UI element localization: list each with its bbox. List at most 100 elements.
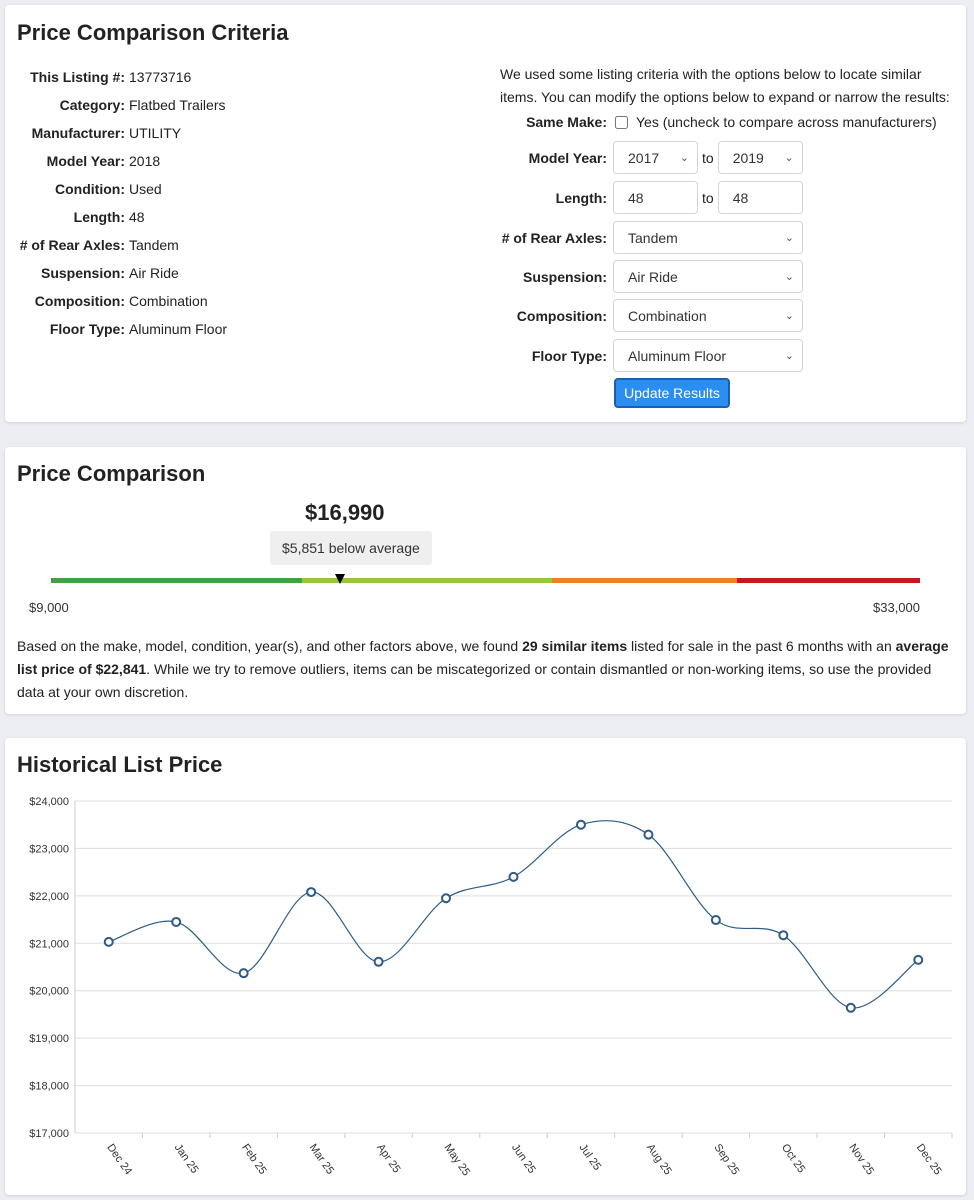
y-tick-label: $18,000 [29, 1081, 69, 1093]
price-marker-icon [335, 574, 346, 584]
y-tick-label: $17,000 [29, 1128, 69, 1140]
x-tick-label: Dec 25 [914, 1142, 944, 1177]
chevron-down-icon: ⌄ [784, 152, 794, 164]
length-from-value: 48 [628, 189, 644, 206]
detail-row: Composition: Combination [5, 287, 485, 315]
chevron-down-icon: ⌄ [784, 271, 794, 283]
criteria-panel: Price Comparison Criteria This Listing #… [5, 5, 966, 422]
detail-row: This Listing #: 13773716 [5, 63, 485, 91]
range-min: $9,000 [29, 600, 69, 615]
chevron-down-icon: ⌄ [784, 350, 794, 362]
detail-value: Aluminum Floor [129, 321, 228, 337]
detail-label: Length: [73, 209, 125, 225]
comparison-title: Price Comparison [17, 461, 206, 486]
data-point [778, 930, 789, 941]
detail-row: Manufacturer: UTILITY [5, 119, 485, 147]
data-point [441, 893, 452, 904]
average-price: average list price of $22,841 [17, 638, 949, 677]
data-point [845, 1002, 856, 1013]
data-point [171, 916, 182, 927]
update-results-button[interactable]: Update Results [614, 378, 730, 408]
price-comparison-panel: Price Comparison $16,990 $5,851 below av… [5, 447, 966, 714]
data-point [373, 956, 384, 967]
axles-select[interactable]: Tandem ⌄ [613, 221, 803, 254]
data-point [306, 887, 317, 898]
detail-value: 48 [129, 209, 145, 225]
x-tick-label: Nov 25 [846, 1142, 876, 1177]
year-to-select[interactable]: 2019 ⌄ [717, 141, 803, 174]
chevron-down-icon: ⌄ [784, 232, 794, 244]
model-year-label: Model Year: [528, 149, 607, 166]
detail-label: Model Year: [46, 153, 125, 169]
criteria-intro: We used some listing criteria with the o… [500, 66, 950, 105]
length-label: Length: [555, 189, 607, 206]
detail-value: UTILITY [129, 125, 182, 141]
to-label: to [702, 149, 714, 166]
detail-value: 13773716 [129, 69, 192, 85]
detail-row: Length: 48 [5, 203, 485, 231]
summary-text: . While we try to remove outliers, items… [17, 661, 932, 700]
year-from-value: 2017 [628, 149, 660, 166]
below-average-badge: $5,851 below average [270, 531, 432, 565]
summary-text: Based on the make, model, condition, yea… [17, 638, 523, 654]
detail-label: This Listing #: [30, 69, 125, 85]
data-point [508, 871, 519, 882]
chevron-down-icon: ⌄ [679, 152, 689, 164]
x-tick-label: Aug 25 [644, 1142, 674, 1177]
suspension-value: Air Ride [628, 268, 678, 285]
criteria-title: Price Comparison Criteria [17, 20, 289, 45]
range-segment-0 [51, 578, 302, 583]
detail-value: Used [129, 181, 162, 197]
detail-row: # of Rear Axles: Tandem [5, 231, 485, 259]
same-make-checkbox[interactable] [615, 115, 628, 129]
composition-select[interactable]: Combination ⌄ [613, 299, 803, 332]
floor-label: Floor Type: [531, 347, 607, 364]
detail-label: Category: [59, 97, 125, 113]
y-tick-label: $21,000 [29, 938, 69, 950]
detail-row: Condition: Used [5, 175, 485, 203]
summary-text: listed for sale in the past 6 months wit… [627, 638, 896, 654]
data-point [643, 829, 654, 840]
axles-value: Tandem [628, 229, 678, 246]
similar-items-count: 29 similar items [522, 638, 628, 654]
y-tick-label: $19,000 [29, 1033, 69, 1045]
data-point [710, 915, 721, 926]
x-tick-label: Sep 25 [711, 1142, 741, 1177]
x-tick-label: Oct 25 [779, 1142, 807, 1175]
same-make-text: Yes (uncheck to compare across manufactu… [636, 114, 937, 130]
detail-row: Category: Flatbed Trailers [5, 91, 485, 119]
axles-label: # of Rear Axles: [501, 229, 607, 246]
data-point [238, 968, 249, 979]
suspension-select[interactable]: Air Ride ⌄ [613, 260, 803, 293]
chevron-down-icon: ⌄ [784, 310, 794, 322]
detail-value: Tandem [129, 237, 179, 253]
same-make-label: Same Make: [526, 114, 607, 130]
x-tick-label: Jul 25 [577, 1142, 604, 1173]
length-to-value: 48 [732, 189, 749, 206]
x-tick-label: Apr 25 [374, 1142, 402, 1175]
history-chart: $17,000 $18,000 $19,000 $20,000 $21,000 $22,0… [29, 796, 953, 1178]
listing-price: $16,990 [305, 500, 385, 525]
x-tick-label: Jun 25 [509, 1142, 538, 1176]
detail-label: Suspension: [40, 265, 125, 281]
composition-value: Combination [628, 307, 707, 324]
composition-label: Composition: [516, 307, 607, 324]
data-point [913, 954, 924, 965]
history-title: Historical List Price [17, 752, 223, 777]
detail-row: Floor Type: Aluminum Floor [5, 315, 485, 343]
floor-select[interactable]: Aluminum Floor ⌄ [613, 339, 803, 372]
year-from-select[interactable]: 2017 ⌄ [613, 141, 698, 174]
range-segment-2 [552, 578, 738, 583]
range-segment-1 [301, 578, 553, 583]
y-tick-label: $20,000 [29, 986, 69, 998]
detail-value: Combination [129, 293, 208, 309]
history-panel: Historical List Price $17,000 $18,000 $19,… [5, 738, 966, 1195]
listing-details: This Listing #: 13773716 Category: Flatbed … [5, 63, 485, 343]
detail-label: Condition: [55, 181, 125, 197]
detail-label: Floor Type: [49, 321, 125, 337]
length-from-input[interactable]: 48 [613, 181, 698, 214]
data-point [575, 819, 586, 830]
length-to-input[interactable]: 48 [717, 181, 803, 214]
range-max: $33,000 [873, 600, 920, 615]
detail-value: Air Ride [129, 265, 179, 281]
